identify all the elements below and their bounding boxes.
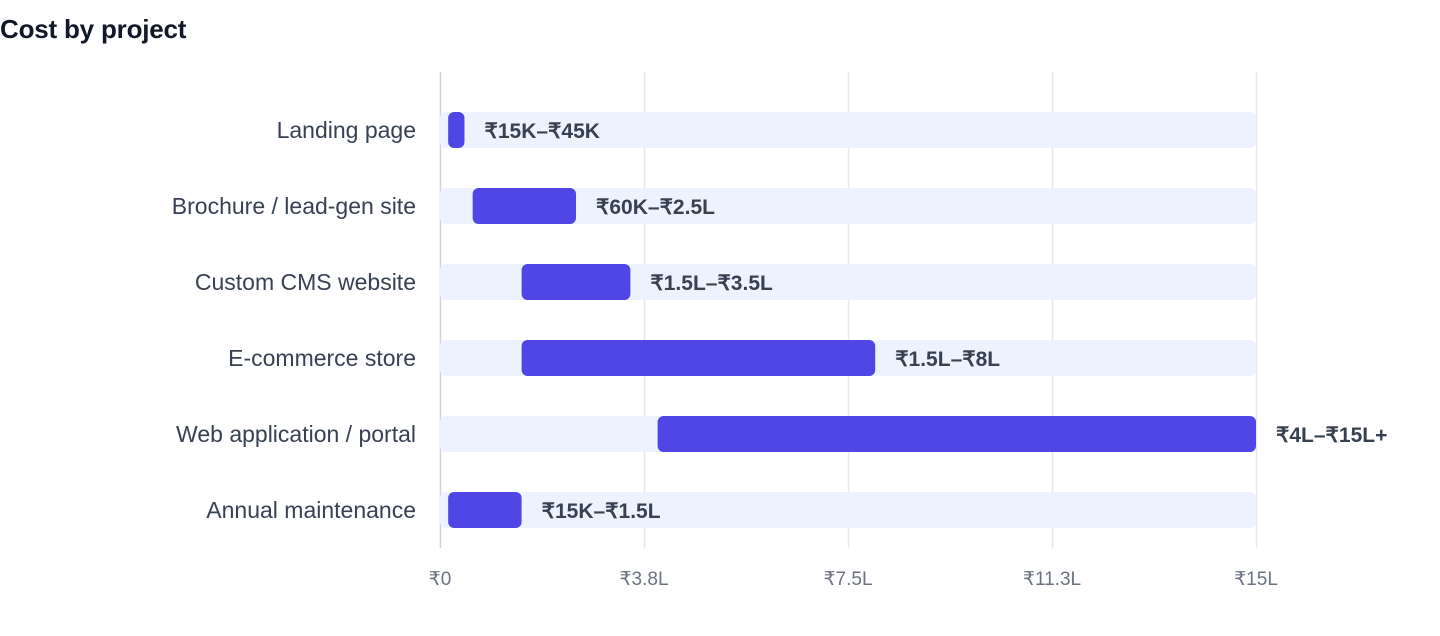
x-tick-label: ₹7.5L [823,569,872,590]
bar-track [440,264,1256,300]
data-label: ₹4L–₹15L+ [1276,424,1387,447]
data-label: ₹1.5L–₹8L [895,348,1000,371]
bar-track [440,112,1256,148]
x-tick-label: ₹0 [429,569,452,590]
x-tick-label: ₹3.8L [619,569,668,590]
data-label: ₹15K–₹45K [484,120,599,143]
data-label: ₹60K–₹2.5L [596,196,715,219]
category-label: Annual maintenance [206,497,416,523]
range-bar [521,264,631,300]
category-label: Landing page [277,117,416,143]
range-bar [521,340,876,376]
category-label: E-commerce store [228,345,416,371]
range-bar [448,112,465,148]
data-label: ₹1.5L–₹3.5L [650,272,773,295]
bar-track [440,188,1256,224]
x-tick-label: ₹11.3L [1023,569,1081,590]
range-bar [448,492,522,528]
range-bar [657,416,1256,452]
bar-track [440,492,1256,528]
data-label: ₹15K–₹1.5L [542,500,661,523]
x-tick-label: ₹15L [1234,569,1278,590]
category-label: Brochure / lead-gen site [172,193,416,219]
category-label: Custom CMS website [195,269,416,295]
category-label: Web application / portal [176,421,416,447]
chart-title: Cost by project [0,14,187,44]
range-bar [472,188,576,224]
